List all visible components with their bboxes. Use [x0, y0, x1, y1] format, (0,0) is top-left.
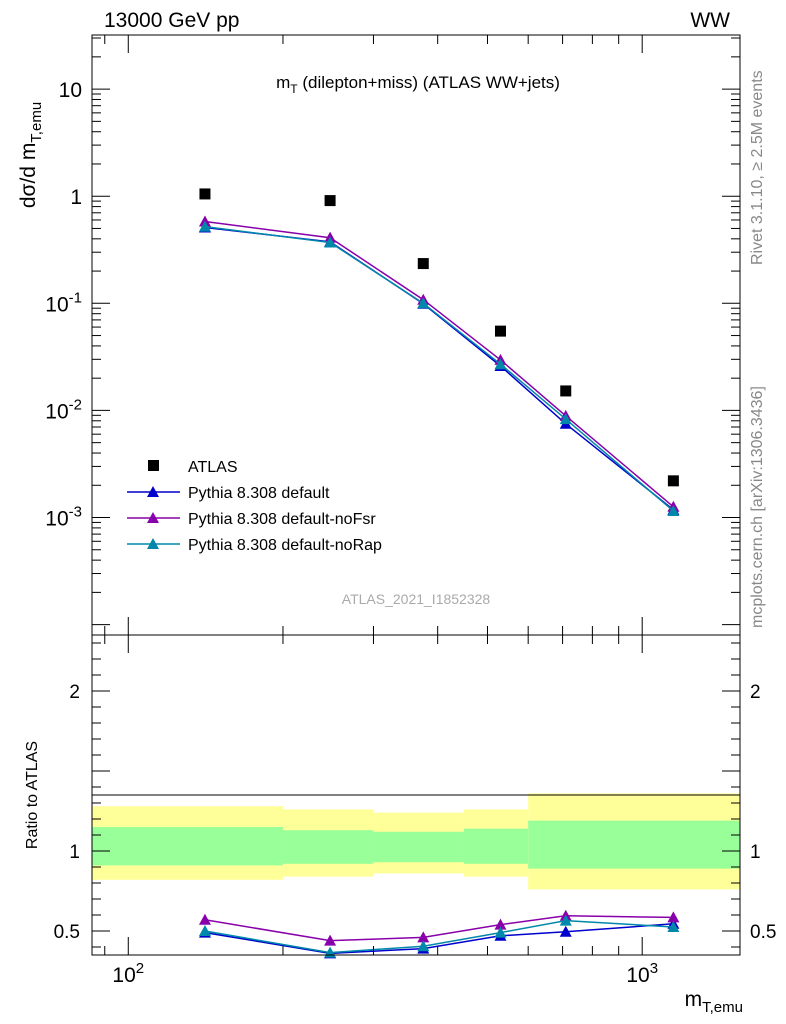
ratio-point-2 [559, 914, 572, 926]
ratio-y-tick-label: 1 [69, 842, 80, 863]
ratio-x-tick-label: 102 [112, 960, 144, 987]
ratio-band-inner [373, 831, 464, 863]
main-ticks: 10-3 10-2 10-1 1 10 [45, 35, 740, 635]
legend-marker-atlas [148, 460, 159, 471]
ratio-y-tick-label: 0.5 [54, 922, 80, 943]
ratio-y-tick-label: 2 [69, 682, 80, 703]
legend-marker [147, 512, 159, 523]
legend-marker [147, 538, 159, 549]
ratio-x-tick-label: 103 [626, 960, 658, 987]
ratio-line-2 [204, 919, 674, 954]
header-left: 13000 GeV pp [104, 9, 239, 32]
mcplots-label: mcplots.cern.ch [arXiv:1306.3436] [749, 386, 766, 628]
data-point-atlas [417, 258, 429, 270]
ratio-bands [92, 793, 740, 890]
ratio-frame [91, 634, 741, 956]
ratio-point-2 [198, 925, 211, 936]
legend-label: Pythia 8.308 default-noRap [188, 537, 382, 554]
header-right: WW [690, 9, 730, 32]
main-ylabel: dσ/d mT,emu [17, 102, 45, 208]
legend-label: ATLAS [188, 459, 238, 476]
ratio-point-1 [667, 911, 680, 923]
main-y-tick-label: 10 [59, 79, 82, 102]
series-line-3 [204, 225, 674, 512]
main-panel: 10-3 10-2 10-1 1 10 mT (dilepton+miss) (ATLA… [17, 34, 741, 636]
ratio-y-tick-label-right: 1 [750, 842, 761, 863]
data-point-3 [559, 413, 572, 425]
legend: ATLAS Pythia 8.308 default Pythia 8.308 de… [127, 459, 382, 554]
series-line-2 [204, 220, 674, 508]
main-data-layer [198, 188, 680, 517]
ratio-point-1 [494, 918, 507, 930]
watermark: ATLAS_2021_I1852328 [342, 591, 491, 607]
ratio-panel: 0.5 0.5 1 1 2 2 102 103 Ratio to ATLAS mT,emu [24, 634, 776, 1016]
ratio-band-inner [282, 830, 374, 864]
ratio-ylabel: Ratio to ATLAS [24, 741, 41, 849]
ratio-y-tick-label-right: 0.5 [750, 922, 776, 943]
ratio-point-2 [667, 921, 680, 932]
series-line-1 [204, 226, 674, 511]
ratio-point-2 [494, 926, 507, 938]
data-point-3 [198, 220, 211, 232]
data-point-3 [417, 297, 430, 309]
ratio-y-tick-label-right: 2 [750, 682, 761, 703]
data-point-3 [494, 358, 507, 370]
data-point-3 [324, 236, 337, 248]
ratio-band-inner [463, 828, 529, 864]
ratio-ticks: 0.5 0.5 1 1 2 2 102 103 [54, 635, 776, 987]
legend-label: Pythia 8.308 default [188, 485, 330, 502]
main-y-tick-label: 10-1 [45, 289, 82, 316]
main-y-tick-label: 1 [70, 186, 82, 209]
data-point-atlas [560, 385, 572, 397]
ratio-xlabel: mT,emu [685, 988, 743, 1016]
data-point-3 [667, 505, 680, 517]
ratio-point-1 [417, 931, 430, 943]
data-point-atlas [667, 475, 679, 487]
main-y-tick-label: 10-2 [45, 396, 82, 423]
ratio-line-1 [204, 915, 674, 942]
main-y-tick-label: 10-3 [45, 504, 82, 531]
main-title: mT (dilepton+miss) (ATLAS WW+jets) [276, 73, 560, 96]
rivet-label: Rivet 3.1.10, ≥ 2.5M events [749, 70, 766, 265]
ratio-point-1 [324, 934, 337, 946]
data-point-atlas [324, 195, 336, 207]
ratio-point-0 [559, 925, 572, 937]
ratio-band-inner [528, 820, 740, 869]
legend-label: Pythia 8.308 default-noFsr [188, 511, 376, 528]
data-point-atlas [494, 325, 506, 337]
ratio-line-0 [204, 923, 674, 955]
ratio-data-layer [198, 909, 680, 959]
ratio-point-1 [198, 913, 211, 925]
legend-marker [147, 486, 159, 497]
ratio-band-inner [92, 827, 283, 866]
ratio-point-2 [417, 940, 430, 952]
data-point-atlas [199, 188, 211, 200]
